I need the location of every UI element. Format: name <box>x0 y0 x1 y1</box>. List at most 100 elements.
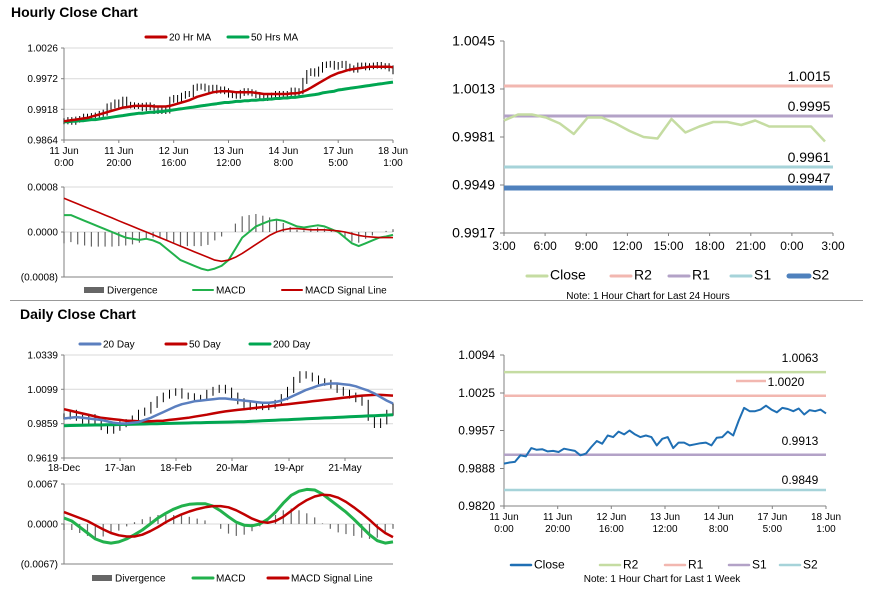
daily-macd-y-tick-label: 0.0067 <box>27 480 58 491</box>
hourly-price-x-tick-label: 13 Jun <box>213 146 243 157</box>
hourly-level-r2-label: 1.0015 <box>788 68 831 84</box>
hourly-levels-y-tick-label: 0.9949 <box>452 177 495 193</box>
daily-legend-ma200-label: 200 Day <box>273 340 310 351</box>
daily-levels-x-tick-label: 17 Jun <box>757 512 787 523</box>
daily-legend-divergence-swatch <box>92 575 112 581</box>
hourly-levels-x-tick-label: 18:00 <box>695 239 725 253</box>
daily-levels-y-tick-label: 0.9957 <box>458 424 495 438</box>
hourly-macd-y-tick-label: 0.0008 <box>27 183 58 194</box>
daily-ma50-line <box>63 393 394 423</box>
daily-level-s2-label: 0.9849 <box>782 473 819 487</box>
daily-levels-y-tick-label: 1.0025 <box>458 386 495 400</box>
hourly-legend-divergence-swatch <box>84 287 104 293</box>
hourly-price-x-tick-label: 14 Jun <box>268 146 298 157</box>
hourly-price-x-tick-label: 11 Jun <box>104 146 133 157</box>
daily-price-y-tick-label: 1.0099 <box>27 385 58 396</box>
daily-macd-y-tick-label: 0.0000 <box>27 520 58 531</box>
daily-legend-macd-label: MACD <box>216 574 245 585</box>
hourly-levels-legend-s1-label: S1 <box>754 267 771 283</box>
daily-price-x-tick-label: 18-Feb <box>160 463 192 474</box>
hourly-price-x-tick-label: 0:00 <box>54 158 74 169</box>
hourly-macd-y-tick-label: 0.0000 <box>27 228 58 239</box>
hourly-levels-y-tick-label: 1.0045 <box>452 33 495 49</box>
daily-levels-x-tick-label: 5:00 <box>763 524 783 535</box>
daily-level-r1-label: 1.0020 <box>768 375 805 389</box>
daily-section-title: Daily Close Chart <box>20 306 136 322</box>
hourly-levels-legend-r2-label: R2 <box>634 267 652 283</box>
hourly-macd-line <box>64 214 394 272</box>
daily-levels-x-tick-label: 13 Jun <box>650 512 680 523</box>
daily-levels-legend-s2-label: S2 <box>803 558 818 572</box>
daily-levels-legend-close-label: Close <box>534 558 565 572</box>
daily-levels-x-tick-label: 11 Jun <box>543 512 572 523</box>
hourly-price-x-tick-label: 8:00 <box>274 158 294 169</box>
daily-levels-x-tick-label: 1:00 <box>816 524 836 535</box>
daily-levels-legend-r1-label: R1 <box>688 558 704 572</box>
hourly-legend-macd-label: MACD <box>216 286 245 297</box>
hourly-levels-note: Note: 1 Hour Chart for Last 24 Hours <box>566 291 729 302</box>
hourly-legend-ma50-label: 50 Hrs MA <box>251 33 299 44</box>
daily-levels-legend-s1-label: S1 <box>752 558 767 572</box>
hourly-levels-x-tick-label: 0:00 <box>780 239 804 253</box>
hourly-price-x-tick-label: 16:00 <box>161 158 186 169</box>
hourly-levels-legend-r1-label: R1 <box>692 267 710 283</box>
hourly-levels-x-tick-label: 9:00 <box>575 239 599 253</box>
daily-ma20-line <box>63 382 394 425</box>
daily-levels-note: Note: 1 Hour Chart for Last 1 Week <box>584 574 742 585</box>
daily-legend-divergence-label: Divergence <box>115 574 166 585</box>
daily-levels-x-tick-label: 18 Jun <box>811 512 841 523</box>
daily-macd-line <box>63 487 394 545</box>
hourly-legend-divergence-label: Divergence <box>107 286 158 297</box>
hourly-levels-legend-s2-label: S2 <box>812 267 829 283</box>
hourly-price-x-tick-label: 17 Jun <box>323 146 353 157</box>
daily-levels-y-tick-label: 0.9888 <box>458 462 495 476</box>
hourly-price-x-tick-label: 12:00 <box>216 158 241 169</box>
hourly-price-x-tick-label: 1:00 <box>383 158 403 169</box>
daily-levels-x-tick-label: 0:00 <box>494 524 514 535</box>
hourly-ma50-line <box>64 80 394 124</box>
daily-levels-close-line <box>503 404 827 465</box>
hourly-levels-y-tick-label: 0.9981 <box>452 129 495 145</box>
hourly-levels-legend-close-label: Close <box>550 267 586 283</box>
daily-levels-y-tick-label: 1.0094 <box>458 348 495 362</box>
daily-price-y-tick-label: 0.9859 <box>27 419 58 430</box>
daily-price-x-tick-label: 17-Jan <box>105 463 136 474</box>
hourly-levels-x-tick-label: 15:00 <box>653 239 683 253</box>
daily-legend-signal-label: MACD Signal Line <box>291 574 373 585</box>
hourly-signal-line <box>63 197 393 263</box>
hourly-price-y-tick-label: 0.9972 <box>27 74 58 85</box>
daily-levels-x-tick-label: 12 Jun <box>596 512 626 523</box>
daily-level-r2-label: 1.0063 <box>782 351 819 365</box>
hourly-levels-close-line <box>503 113 826 143</box>
section-divider <box>10 300 863 301</box>
hourly-levels-x-tick-label: 6:00 <box>533 239 557 253</box>
daily-signal-line <box>63 493 394 539</box>
hourly-price-x-tick-label: 18 Jun <box>378 146 408 157</box>
daily-levels-x-tick-label: 8:00 <box>709 524 729 535</box>
daily-price-x-tick-label: 18-Dec <box>48 463 80 474</box>
hourly-legend-ma20-label: 20 Hr MA <box>169 33 212 44</box>
hourly-macd-y-tick-label: (0.0008) <box>21 273 58 284</box>
daily-price-x-tick-label: 20-Mar <box>216 463 248 474</box>
daily-price-y-tick-label: 1.0339 <box>27 351 58 362</box>
daily-legend-ma50-label: 50 Day <box>189 340 221 351</box>
daily-levels-legend-r2-label: R2 <box>623 558 639 572</box>
hourly-price-x-tick-label: 20:00 <box>106 158 131 169</box>
hourly-price-x-tick-label: 5:00 <box>328 158 348 169</box>
hourly-ma20-line <box>63 65 394 123</box>
hourly-level-s2-label: 0.9947 <box>788 170 831 186</box>
daily-levels-x-tick-label: 14 Jun <box>704 512 734 523</box>
daily-legend-ma20-label: 20 Day <box>103 340 135 351</box>
hourly-levels-x-tick-label: 21:00 <box>736 239 766 253</box>
daily-levels-x-tick-label: 12:00 <box>652 524 677 535</box>
hourly-price-x-tick-label: 12 Jun <box>159 146 189 157</box>
daily-levels-x-tick-label: 20:00 <box>545 524 570 535</box>
hourly-levels-x-tick-label: 3:00 <box>492 239 516 253</box>
hourly-levels-x-tick-label: 3:00 <box>821 239 845 253</box>
hourly-levels-x-tick-label: 12:00 <box>612 239 642 253</box>
daily-price-x-tick-label: 19-Apr <box>274 463 305 474</box>
daily-levels-x-tick-label: 16:00 <box>599 524 624 535</box>
daily-price-y-tick-label: 0.9619 <box>27 454 58 465</box>
hourly-price-x-tick-label: 11 Jun <box>49 146 78 157</box>
